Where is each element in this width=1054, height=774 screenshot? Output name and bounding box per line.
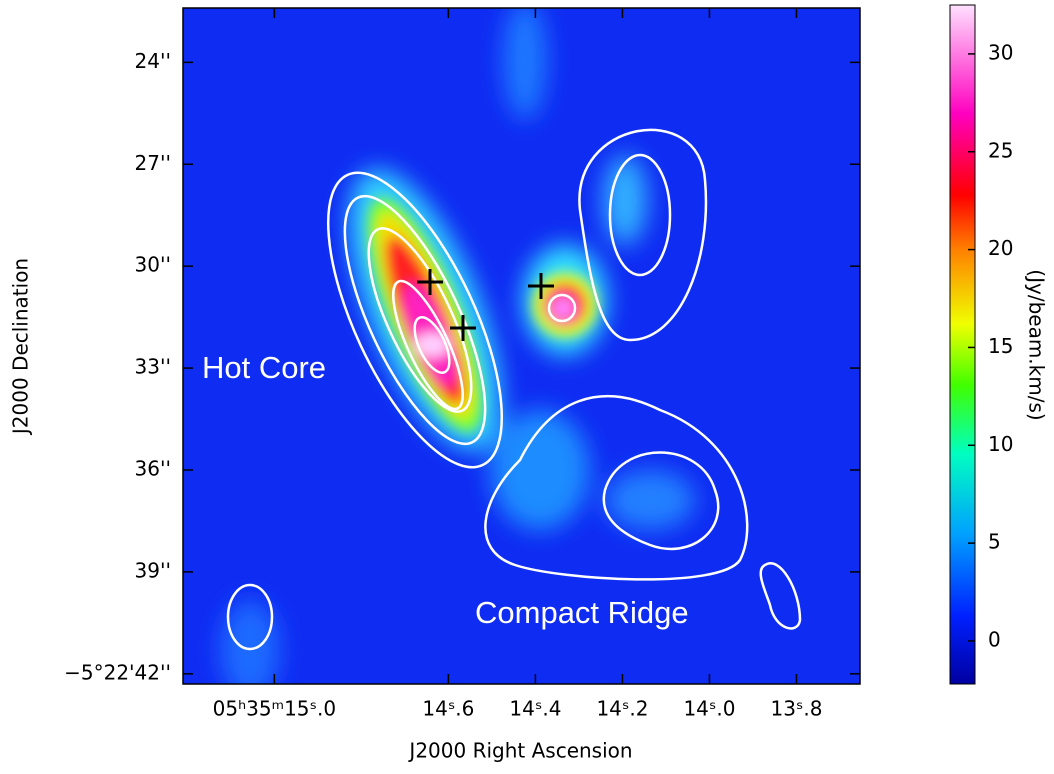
colorbar-tick-label: 30 xyxy=(988,40,1013,64)
y-tick-label: 36'' xyxy=(135,456,171,480)
x-tick-label: 05ʰ35ᵐ15ˢ.0 xyxy=(213,697,336,721)
colorbar-tick-label: 25 xyxy=(988,138,1013,162)
x-tick-label: 14ˢ.4 xyxy=(509,697,561,721)
annotation: Compact Ridge xyxy=(475,595,689,630)
y-tick-label: 24'' xyxy=(135,49,171,73)
x-tick-label: 14ˢ.2 xyxy=(596,697,648,721)
annotation: Hot Core xyxy=(202,350,326,385)
colorbar-tick-label: 15 xyxy=(988,334,1013,358)
y-tick-label: 33'' xyxy=(135,355,171,379)
colorbar-label: (Jy/beam.km/s) xyxy=(1025,269,1049,420)
y-tick-label: 30'' xyxy=(135,253,171,277)
x-axis-label: J2000 Right Ascension xyxy=(407,739,632,763)
x-tick-label: 14ˢ.6 xyxy=(422,697,474,721)
y-tick-label: 39'' xyxy=(135,558,171,582)
colorbar xyxy=(949,4,976,685)
colorbar-tick-label: 5 xyxy=(988,530,1001,554)
colorbar-tick-label: 20 xyxy=(988,236,1013,260)
y-tick-label: 27'' xyxy=(135,151,171,175)
y-axis-label: J2000 Declination xyxy=(9,258,33,436)
x-tick-label: 14ˢ.0 xyxy=(683,697,735,721)
colorbar-tick-label: 10 xyxy=(988,432,1013,456)
map: Hot Core Compact Ridge xyxy=(183,8,860,684)
y-tick-label: −5°22'42'' xyxy=(64,660,171,684)
frame xyxy=(182,7,861,685)
colorbar-tick-label: 0 xyxy=(988,627,1001,651)
x-tick-label: 13ˢ.8 xyxy=(770,697,822,721)
